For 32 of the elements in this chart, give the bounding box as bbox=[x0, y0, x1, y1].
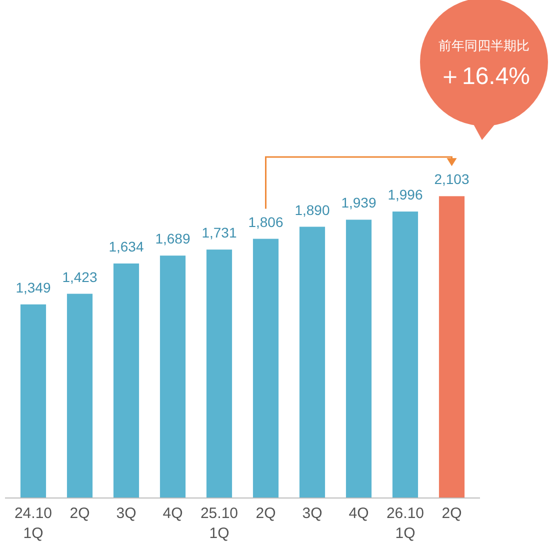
data-label: 1,996 bbox=[388, 186, 423, 203]
x-tick-label: 4Q bbox=[348, 505, 369, 522]
bar bbox=[206, 250, 232, 498]
data-label: 1,634 bbox=[108, 238, 144, 254]
bar bbox=[438, 196, 465, 498]
x-tick-label: 25.10 1Q bbox=[200, 505, 238, 542]
x-tick-label: 3Q bbox=[302, 505, 322, 522]
text: ＋16.4% bbox=[438, 63, 530, 90]
data-label: 1,423 bbox=[62, 268, 98, 285]
x-tick-label: 4Q bbox=[162, 505, 183, 522]
data-label: 1,349 bbox=[16, 279, 51, 296]
bar bbox=[299, 226, 326, 498]
x-tick-label: 26.10 1Q bbox=[386, 505, 424, 542]
data-label: 1,689 bbox=[155, 230, 190, 247]
data-label: 2,103 bbox=[434, 171, 470, 188]
text: 前年同四半期比 bbox=[438, 38, 530, 53]
bar bbox=[66, 294, 93, 498]
data-label: 1,939 bbox=[341, 194, 376, 211]
x-tick-label: 2Q bbox=[70, 505, 90, 522]
bar bbox=[160, 256, 186, 498]
bar bbox=[346, 220, 372, 498]
x-tick-label: 2Q bbox=[256, 505, 276, 522]
bar bbox=[20, 304, 46, 498]
bar bbox=[392, 212, 418, 498]
bar bbox=[113, 263, 140, 498]
x-tick-label: 2Q bbox=[442, 505, 462, 522]
data-label: 1,806 bbox=[248, 214, 284, 230]
bar bbox=[252, 238, 279, 498]
x-tick-label: 3Q bbox=[116, 505, 136, 522]
x-tick-label: 24.10 1Q bbox=[14, 505, 52, 542]
data-label: 1,890 bbox=[294, 202, 330, 218]
data-label: 1,731 bbox=[202, 224, 237, 241]
